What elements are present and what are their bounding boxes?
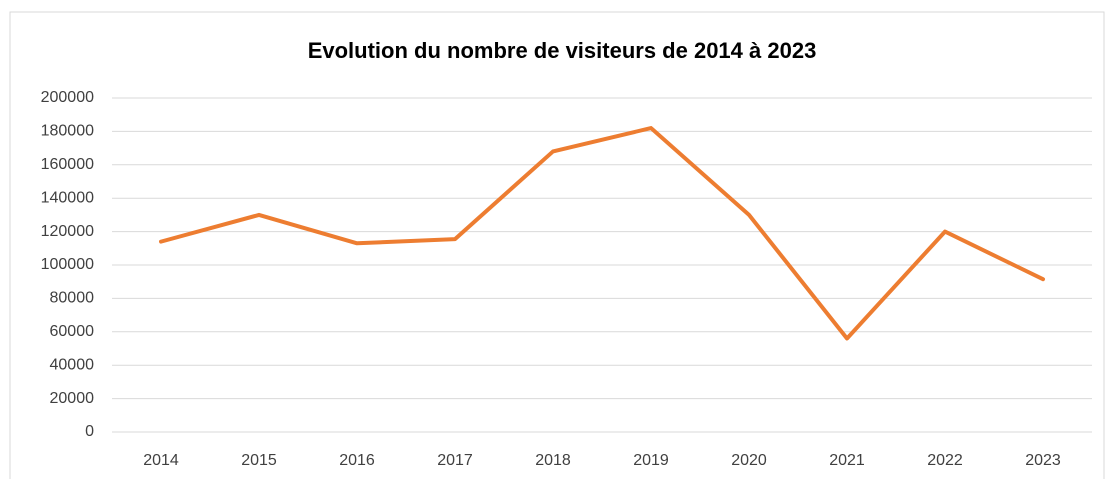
y-tick-label: 20000 <box>50 390 95 407</box>
y-tick-label: 40000 <box>50 356 95 373</box>
y-tick-label: 140000 <box>41 189 94 206</box>
x-tick-label: 2018 <box>535 452 571 469</box>
line <box>159 126 1045 341</box>
x-tick-label: 2020 <box>731 452 767 469</box>
y-tick-label: 0 <box>85 423 94 440</box>
x-tick-label: 2023 <box>1025 452 1061 469</box>
x-tick-label: 2017 <box>437 452 473 469</box>
x-tick-label: 2016 <box>339 452 375 469</box>
x-tick-label: 2019 <box>633 452 669 469</box>
y-tick-label: 100000 <box>41 256 94 273</box>
x-tick-label: 2015 <box>241 452 277 469</box>
x-tick-label: 2014 <box>143 452 179 469</box>
y-tick-label: 80000 <box>50 290 95 307</box>
y-tick-label: 120000 <box>41 223 94 240</box>
y-tick-label: 160000 <box>41 156 94 173</box>
chart-title: Evolution du nombre de visiteurs de 2014… <box>308 38 817 63</box>
chart-frame <box>9 11 1105 479</box>
x-tick-label: 2021 <box>829 452 865 469</box>
x-tick-label: 2022 <box>927 452 963 469</box>
y-tick-label: 200000 <box>41 89 94 106</box>
y-tick-label: 180000 <box>41 123 94 140</box>
y-tick-label: 60000 <box>50 323 95 340</box>
